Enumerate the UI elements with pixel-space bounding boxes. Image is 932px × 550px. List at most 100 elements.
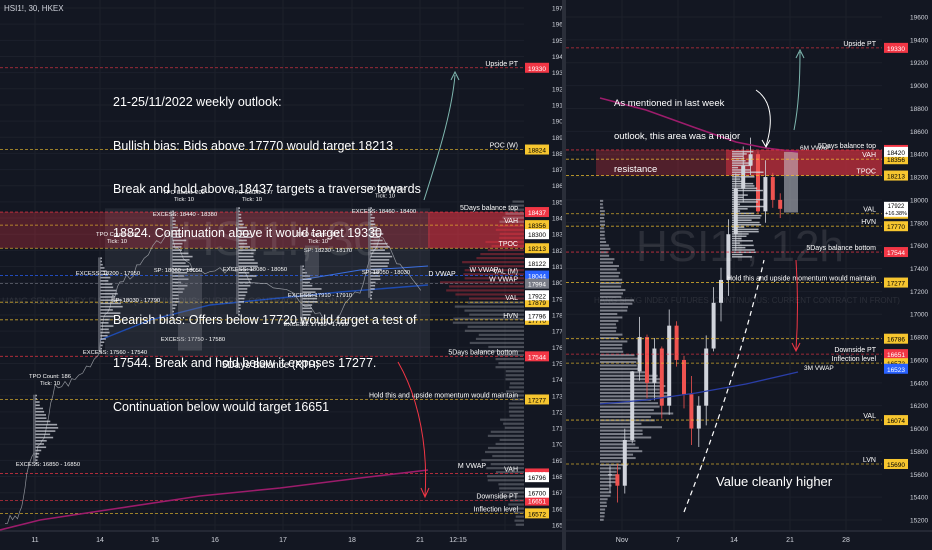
tpo-row xyxy=(370,278,381,281)
tpo-row xyxy=(172,229,181,232)
volume-profile-bar xyxy=(600,254,610,257)
volume-profile-bar xyxy=(487,446,524,450)
note-line: Break and hold above 18437 targets a tra… xyxy=(113,182,421,196)
volume-profile-bar xyxy=(600,234,605,237)
tpo-row xyxy=(732,237,742,240)
left-chart-pane[interactable]: Upside PT 19330 POC (W) 18824 5Days balance … xyxy=(0,0,562,550)
x-tick-label: 21 xyxy=(786,537,794,544)
tpo-row xyxy=(172,249,182,251)
candle-body xyxy=(689,394,694,429)
level-label: 5Days balance bottom xyxy=(448,349,518,356)
tpo-row xyxy=(35,456,39,458)
tpo-row xyxy=(238,246,251,248)
volume-profile-bar xyxy=(600,292,623,295)
candle-body xyxy=(726,234,731,280)
y-tick-label: 15800 xyxy=(910,449,928,456)
price-tag xyxy=(525,310,549,321)
tpo-row xyxy=(100,331,110,334)
right-chart-pane[interactable]: 6M VWAP 3M VWAP Upside PT 19330 5Days balanc… xyxy=(566,0,932,550)
tpo-row xyxy=(35,452,40,455)
price-tag-text: 18300 xyxy=(528,232,546,239)
candle-body xyxy=(659,348,664,406)
tpo-spine xyxy=(33,394,36,463)
candle-body xyxy=(608,474,612,476)
tpo-row xyxy=(100,315,115,318)
price-tag xyxy=(525,394,549,405)
volume-profile-bar xyxy=(495,471,524,474)
volume-profile-bar xyxy=(600,299,634,302)
candle-body xyxy=(748,154,753,166)
volume-profile-bar xyxy=(600,326,617,329)
volume-profile-bar xyxy=(600,199,604,202)
volume-profile-bar xyxy=(509,386,524,389)
note-line: Bearish bias: Offers below 17720 would t… xyxy=(113,312,417,327)
y-tick-label: 16900 xyxy=(552,458,562,465)
tpo-row xyxy=(172,233,182,235)
volume-profile-bar xyxy=(600,439,636,442)
tpo-row xyxy=(100,309,113,311)
volume-profile-bar xyxy=(600,282,622,285)
price-tag xyxy=(525,297,549,308)
note-line: 18824. Continuation above it would targe… xyxy=(113,225,382,240)
y-tick-label: 18000 xyxy=(552,280,562,287)
y-tick-label: 17000 xyxy=(910,312,928,319)
tpo-row xyxy=(172,220,176,222)
symbol-header[interactable]: HSI1!, 30, HKEX xyxy=(4,4,64,13)
tpo-row xyxy=(732,201,758,203)
y-tick-label: 18300 xyxy=(552,232,562,239)
volume-profile-bar xyxy=(600,378,661,381)
price-tag-text: 18437 xyxy=(528,210,546,217)
6m-vwap-line xyxy=(599,97,799,153)
balance-zone-top-right xyxy=(428,212,524,249)
tpo-row xyxy=(370,236,380,239)
tpo-row xyxy=(302,307,312,310)
x-tick-label: 11 xyxy=(31,537,38,544)
y-tick-label: 18900 xyxy=(552,135,562,142)
pane-divider[interactable] xyxy=(562,0,566,550)
tpo-row xyxy=(302,268,305,271)
volume-profile-bar xyxy=(508,410,524,413)
volume-profile-bar xyxy=(505,378,524,381)
left-chart-svg[interactable]: Upside PT 19330 POC (W) 18824 5Days balance … xyxy=(0,0,562,550)
up-arrowhead xyxy=(450,70,460,81)
y-tick-label: 17500 xyxy=(552,361,562,368)
resistance-note: As mentioned in last week outlook, this … xyxy=(614,76,740,197)
volume-profile-bar xyxy=(510,204,524,207)
volume-profile-bar xyxy=(600,223,606,226)
y-tick-label: 18500 xyxy=(552,199,562,206)
price-line xyxy=(4,232,422,524)
tpo-row xyxy=(35,439,47,442)
tpo-row xyxy=(732,240,753,242)
level-label: Upside PT xyxy=(843,41,876,48)
level-label: HVN xyxy=(503,313,518,320)
tpo-row xyxy=(302,310,313,313)
tpo-row xyxy=(732,164,752,167)
volume-profile-bar xyxy=(462,261,524,264)
single-print-zone xyxy=(305,245,319,278)
volume-profile-bar xyxy=(600,388,660,391)
volume-profile-bar xyxy=(485,450,524,454)
volume-profile-bar xyxy=(600,217,605,219)
tpo-row xyxy=(732,178,741,180)
tpo-row xyxy=(238,278,252,281)
price-tag xyxy=(525,487,549,498)
price-tag-text: 17770 xyxy=(528,318,546,325)
vwap-label: W VWAP xyxy=(470,267,499,274)
volume-profile-bar xyxy=(509,382,524,385)
candle-body xyxy=(778,199,783,209)
tpo-count-label: TPO Count: 177 xyxy=(231,190,273,196)
tpo-row xyxy=(302,313,311,316)
single-print-zone xyxy=(178,272,202,317)
tpo-row xyxy=(172,271,188,274)
tpo-row xyxy=(100,325,114,327)
tpo-row xyxy=(35,410,45,413)
volume-profile-bar xyxy=(600,443,636,446)
volume-profile-bar xyxy=(502,216,524,219)
y-tick-label: 18800 xyxy=(910,106,928,113)
tpo-row xyxy=(238,275,257,277)
price-tag-text: 16651 xyxy=(887,352,905,359)
tpo-count-label: TPO Count: 184 xyxy=(364,187,407,193)
y-tick-label: 16800 xyxy=(552,474,562,481)
right-chart-svg[interactable]: 6M VWAP 3M VWAP Upside PT 19330 5Days balanc… xyxy=(566,0,932,550)
y-tick-label: 17800 xyxy=(552,312,562,319)
